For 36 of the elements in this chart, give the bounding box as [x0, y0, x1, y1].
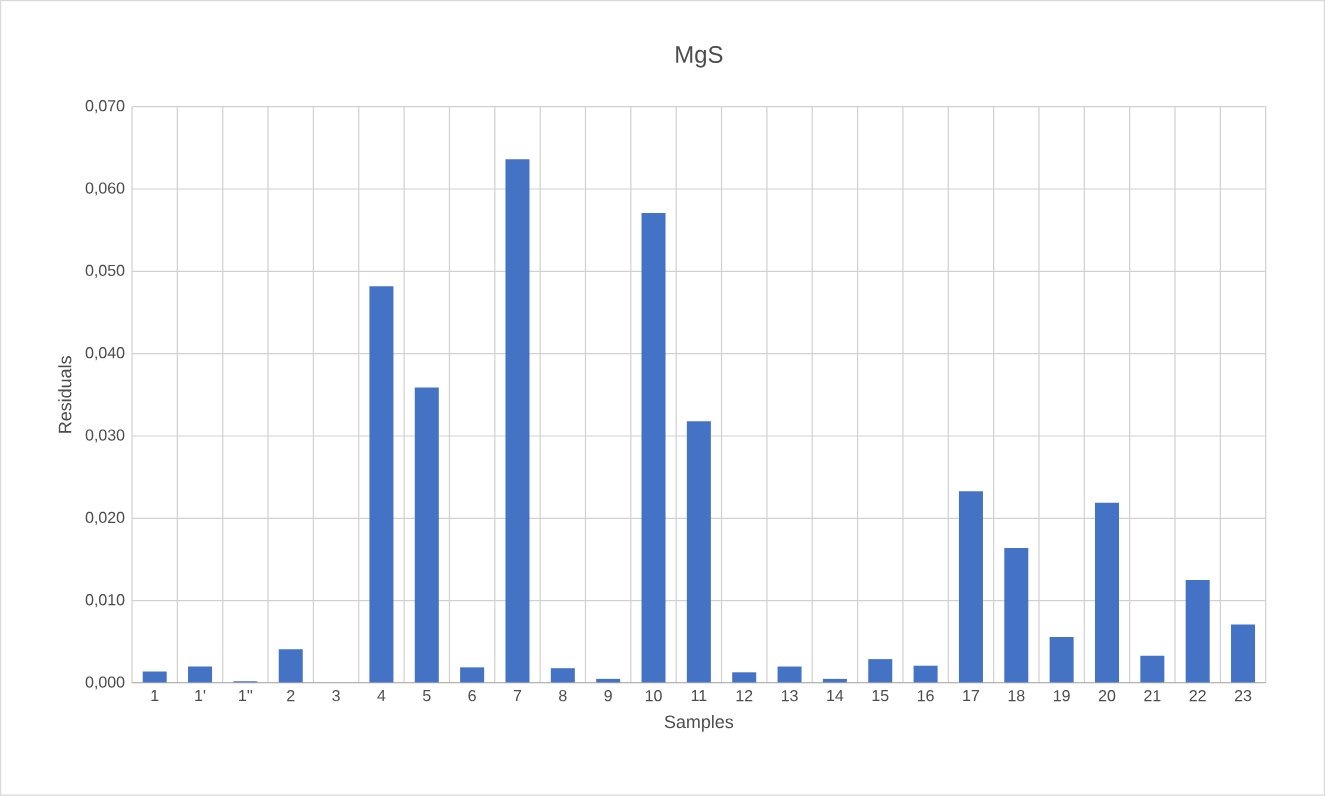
y-tick-label: 0,000: [85, 676, 125, 690]
y-tick-label: 0,050: [85, 264, 125, 279]
x-tick-label: 9: [604, 690, 612, 702]
x-tick-label: 22: [1189, 690, 1206, 702]
x-tick-label: 2: [287, 690, 295, 702]
x-tick-label: 17: [963, 690, 980, 702]
x-axis-title: Samples: [664, 715, 734, 732]
x-tick-label: 11: [691, 690, 707, 702]
x-tick-label: 13: [781, 690, 798, 702]
y-tick-label: 0,070: [85, 100, 125, 114]
x-tick-label: 10: [645, 690, 662, 702]
x-tick-label: 8: [559, 690, 567, 702]
x-tick-label: 7: [513, 690, 522, 702]
chart-title: MgS: [676, 46, 723, 68]
x-tick-label: 5: [422, 690, 431, 702]
y-tick-label: 0,060: [85, 182, 125, 196]
y-tick-label: 0,030: [85, 429, 125, 443]
x-tick-label: 12: [736, 690, 753, 702]
y-tick-label: 0,020: [85, 511, 125, 526]
x-tick-label: 4: [377, 690, 386, 702]
x-tick-label: 6: [468, 690, 476, 702]
x-tick-label: 16: [917, 690, 934, 702]
x-tick-label: 1'': [239, 690, 253, 702]
x-tick-label: 20: [1098, 690, 1116, 702]
x-tick-label: 1: [151, 690, 159, 702]
y-tick-label: 0,040: [85, 347, 125, 361]
x-tick-label: 1': [195, 690, 206, 702]
y-axis-title: Residuals: [58, 356, 72, 433]
x-tick-label: 18: [1008, 690, 1025, 702]
x-tick-label: 23: [1234, 690, 1252, 702]
x-tick-label: 21: [1144, 690, 1161, 702]
x-tick-label: 19: [1053, 690, 1070, 702]
x-tick-label: 15: [872, 690, 889, 702]
y-tick-label: 0,010: [85, 594, 125, 608]
x-tick-label: 3: [332, 690, 340, 702]
x-tick-label: 14: [827, 690, 844, 702]
